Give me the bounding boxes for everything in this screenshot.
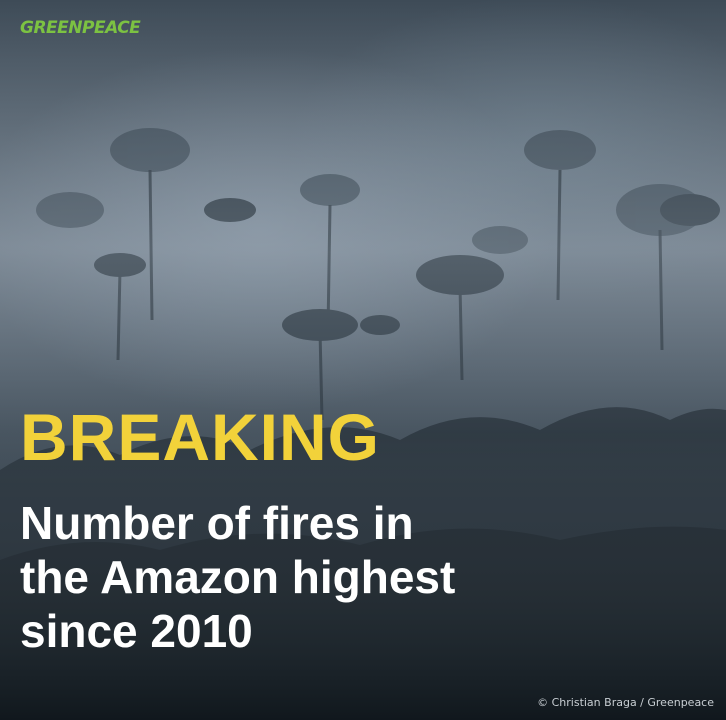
headline-line-1: Number of fires in	[20, 497, 414, 549]
headline-text: Number of fires in the Amazon highest si…	[20, 496, 580, 658]
headline-line-3: since 2010	[20, 605, 253, 657]
headline-line-2: the Amazon highest	[20, 551, 456, 603]
breaking-label: BREAKING	[20, 400, 381, 474]
greenpeace-logo: GREENPEACE	[20, 18, 141, 38]
photo-credit: © Christian Braga / Greenpeace	[537, 696, 714, 709]
